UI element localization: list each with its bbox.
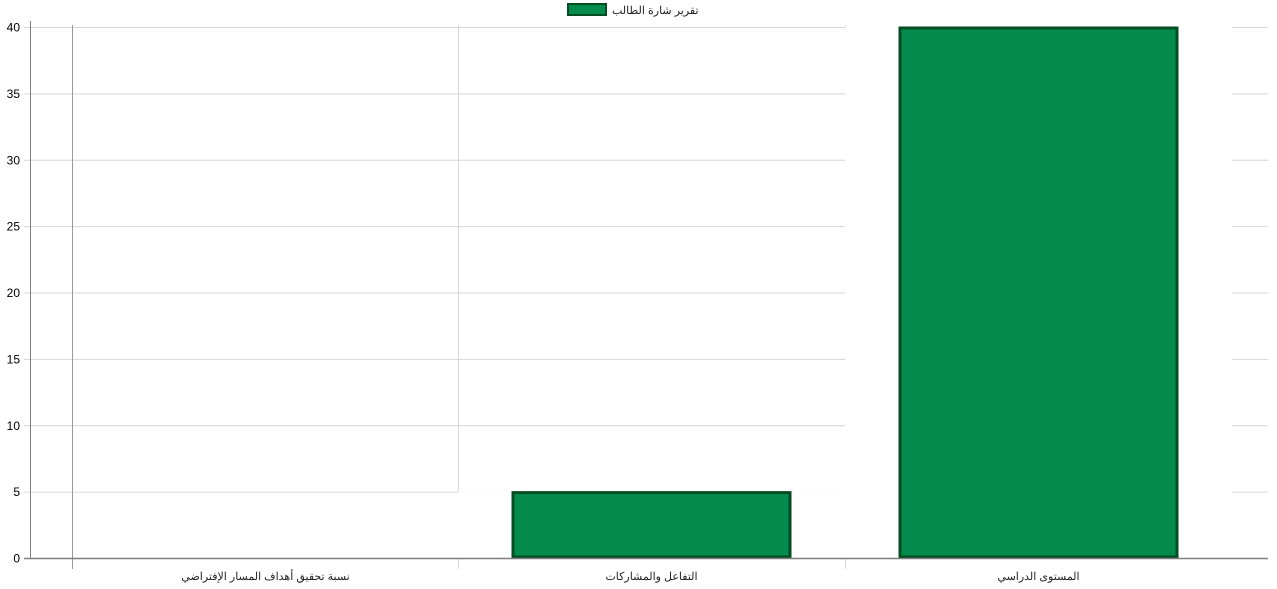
y-tick-label: 15	[7, 352, 21, 366]
y-tick-label: 0	[13, 552, 20, 566]
bars	[458, 26, 1232, 559]
x-tick-label: المستوى الدراسي	[997, 571, 1079, 583]
legend-label: تقرير شارة الطالب	[612, 5, 699, 17]
y-tick-label: 30	[7, 153, 21, 167]
legend-swatch	[567, 3, 607, 16]
y-tick-label: 5	[13, 485, 20, 499]
y-tick-label: 20	[7, 286, 21, 300]
axes: 0 5 10 15 20 25 30 35 40 نسبة تحقيق أهداف المسار …	[7, 21, 1268, 583]
bar	[898, 26, 1179, 559]
bar	[511, 491, 792, 559]
y-tick-label: 25	[7, 220, 21, 234]
y-tick-label: 40	[7, 21, 21, 35]
x-tick-label: التفاعل والمشاركات	[605, 571, 697, 583]
legend[interactable]: تقرير شارة الطالب	[567, 3, 699, 17]
y-tick-label: 35	[7, 87, 21, 101]
y-tick-label: 10	[7, 419, 21, 433]
x-tick-label: نسبة تحقيق أهداف المسار الإفتراضي	[181, 569, 349, 583]
